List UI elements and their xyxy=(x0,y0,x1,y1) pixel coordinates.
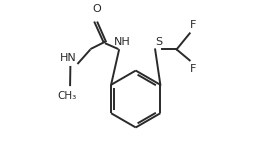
Text: HN: HN xyxy=(60,53,77,63)
Text: S: S xyxy=(155,37,162,47)
Text: F: F xyxy=(190,64,196,74)
Text: F: F xyxy=(190,20,196,30)
Text: NH: NH xyxy=(114,37,131,47)
Text: O: O xyxy=(92,4,101,14)
Text: CH₃: CH₃ xyxy=(58,91,77,101)
